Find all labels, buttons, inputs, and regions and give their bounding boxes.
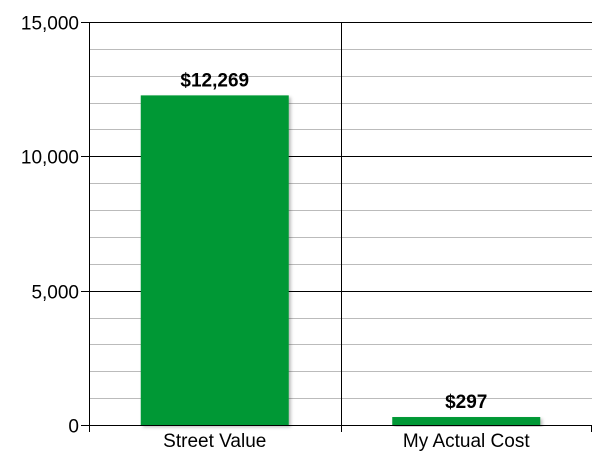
- bar-value-label: $297: [445, 392, 487, 413]
- bar-data-labels: $12,269 $297: [180, 70, 487, 413]
- y-tick-label: 5,000: [31, 283, 79, 304]
- y-tick-label: 0: [68, 417, 79, 438]
- category-label: My Actual Cost: [403, 431, 530, 452]
- x-axis-category-labels: Street Value My Actual Cost: [163, 431, 530, 452]
- y-axis-tick-labels: 0 5,000 10,000 15,000: [21, 14, 79, 438]
- y-tick-label: 10,000: [21, 148, 79, 169]
- y-tick-label: 15,000: [21, 14, 79, 35]
- bars: [140, 95, 541, 425]
- bar: [140, 95, 289, 425]
- category-label: Street Value: [163, 431, 266, 452]
- bar: [392, 417, 541, 425]
- axes: [81, 22, 592, 432]
- bar-value-label: $12,269: [180, 70, 249, 91]
